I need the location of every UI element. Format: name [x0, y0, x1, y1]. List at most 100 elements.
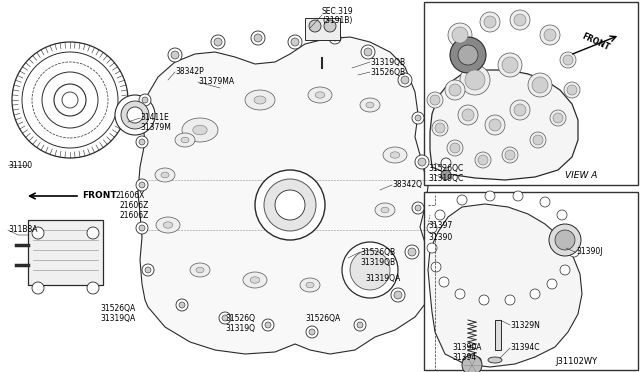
Circle shape [430, 95, 440, 105]
Text: 31397: 31397 [428, 221, 452, 230]
Circle shape [462, 355, 482, 372]
Circle shape [324, 20, 336, 32]
Circle shape [219, 312, 231, 324]
Circle shape [214, 38, 222, 46]
Circle shape [255, 170, 325, 240]
Circle shape [405, 245, 419, 259]
Text: 31390A: 31390A [452, 343, 481, 353]
Ellipse shape [156, 217, 180, 233]
Circle shape [450, 143, 460, 153]
Text: 21606Z: 21606Z [120, 211, 149, 219]
Circle shape [549, 224, 581, 256]
Circle shape [418, 158, 426, 166]
Text: 21606X: 21606X [115, 190, 145, 199]
Circle shape [361, 45, 375, 59]
Circle shape [288, 35, 302, 49]
Circle shape [350, 250, 390, 290]
Circle shape [510, 10, 530, 30]
Ellipse shape [300, 278, 320, 292]
Circle shape [530, 132, 546, 148]
Circle shape [555, 230, 575, 250]
Circle shape [179, 302, 185, 308]
Ellipse shape [245, 90, 275, 110]
Circle shape [391, 288, 405, 302]
Circle shape [448, 23, 472, 47]
Circle shape [415, 205, 421, 211]
Circle shape [547, 279, 557, 289]
Circle shape [505, 295, 515, 305]
Text: 31319QB: 31319QB [360, 257, 395, 266]
Ellipse shape [196, 267, 204, 273]
Circle shape [445, 80, 465, 100]
Circle shape [441, 158, 451, 168]
Circle shape [401, 76, 409, 84]
Polygon shape [428, 204, 582, 367]
Circle shape [136, 179, 148, 191]
Text: (3191B): (3191B) [322, 16, 353, 25]
Circle shape [439, 277, 449, 287]
Circle shape [427, 223, 437, 233]
Circle shape [309, 20, 321, 32]
Bar [28, 220, 103, 285]
Text: 311B8A: 311B8A [8, 225, 38, 234]
Circle shape [145, 267, 151, 273]
Circle shape [251, 31, 265, 45]
Circle shape [435, 123, 445, 133]
Ellipse shape [190, 263, 210, 277]
Text: 38342P: 38342P [175, 67, 204, 77]
Circle shape [480, 12, 500, 32]
Text: 38342Q: 38342Q [392, 180, 422, 189]
Circle shape [42, 72, 98, 128]
Text: 31394: 31394 [452, 353, 476, 362]
Circle shape [265, 322, 271, 328]
Text: 31379M: 31379M [140, 124, 171, 132]
Circle shape [465, 70, 485, 90]
Circle shape [136, 222, 148, 234]
Ellipse shape [463, 356, 481, 364]
Bar [305, 18, 340, 40]
Bar [424, 192, 638, 370]
Circle shape [121, 101, 149, 129]
Circle shape [450, 37, 486, 73]
Circle shape [475, 152, 491, 168]
Circle shape [550, 110, 566, 126]
Ellipse shape [161, 172, 169, 178]
Circle shape [291, 38, 299, 46]
Ellipse shape [155, 168, 175, 182]
Text: 31319QA: 31319QA [100, 314, 135, 323]
Circle shape [87, 282, 99, 294]
Circle shape [412, 112, 424, 124]
Circle shape [127, 107, 143, 123]
Circle shape [510, 100, 530, 120]
Circle shape [502, 147, 518, 163]
Circle shape [264, 179, 316, 231]
Circle shape [489, 119, 501, 131]
Circle shape [168, 48, 182, 62]
Text: 31526QC: 31526QC [428, 164, 463, 173]
Text: VIEW A: VIEW A [565, 170, 597, 180]
Circle shape [332, 35, 338, 41]
Circle shape [431, 262, 441, 272]
Ellipse shape [243, 272, 267, 288]
Circle shape [514, 104, 526, 116]
Text: 31526Q: 31526Q [225, 314, 255, 323]
Circle shape [485, 115, 505, 135]
Circle shape [415, 155, 429, 169]
Text: 31411E: 31411E [140, 113, 169, 122]
Circle shape [171, 51, 179, 59]
Circle shape [354, 319, 366, 331]
Circle shape [532, 77, 548, 93]
Circle shape [528, 73, 552, 97]
Circle shape [441, 170, 451, 180]
Circle shape [139, 94, 151, 106]
Circle shape [329, 32, 341, 44]
Polygon shape [138, 37, 432, 354]
Ellipse shape [250, 277, 260, 283]
Circle shape [176, 299, 188, 311]
Ellipse shape [163, 222, 173, 228]
Ellipse shape [315, 92, 325, 98]
Circle shape [139, 182, 145, 188]
Ellipse shape [348, 252, 372, 268]
Circle shape [222, 315, 228, 321]
Ellipse shape [381, 207, 389, 213]
